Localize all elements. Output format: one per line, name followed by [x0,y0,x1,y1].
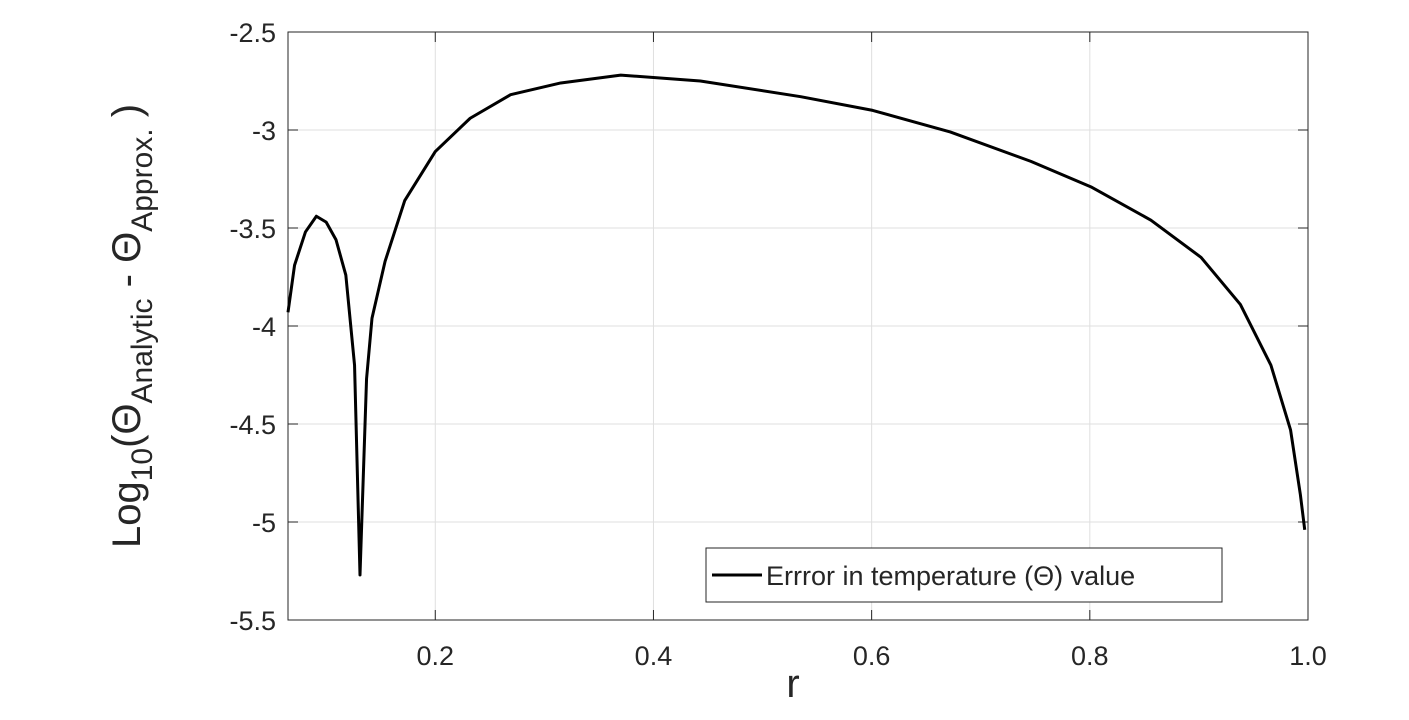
y-axis-label: Log10(ΘAnalytic - ΘApprox. ) [105,104,159,548]
legend: Errror in temperature (Θ) value [705,547,1223,603]
lines [286,73,1307,577]
y-label-part: 10 [126,448,159,481]
ticks: 0.2 0.4 0.6 0.8 1.0 -5.5 -5 -4.5 -4 -3.5 -3 -2.5 [229,18,1326,671]
legend-box [705,547,1223,603]
legend-label: Errror in temperature (Θ) value [766,561,1135,591]
x-tick-label: 0.2 [416,641,454,671]
x-tick-label: 1.0 [1289,641,1327,671]
y-label-part: Log [105,481,149,548]
y-label-part: Approx. [126,128,159,231]
y-label-part: - Θ [105,232,149,299]
x-tick-label: 0.4 [635,641,673,671]
x-tick-label: 0.6 [853,641,891,671]
x-axis-label: r [786,662,799,706]
y-tick-label: -3 [252,116,276,146]
y-label-part: ) [105,104,149,128]
data-line [286,73,1307,577]
y-tick-label: -5 [252,508,276,538]
y-tick-label: -2.5 [229,18,276,48]
y-label-part: (Θ [105,403,149,447]
x-tick-label: 0.8 [1071,641,1109,671]
y-tick-label: -4.5 [229,410,276,440]
y-tick-label: -4 [252,312,276,342]
y-tick-label: -3.5 [229,214,276,244]
y-tick-label: -5.5 [229,606,276,636]
y-label-part: Analytic [126,298,159,403]
